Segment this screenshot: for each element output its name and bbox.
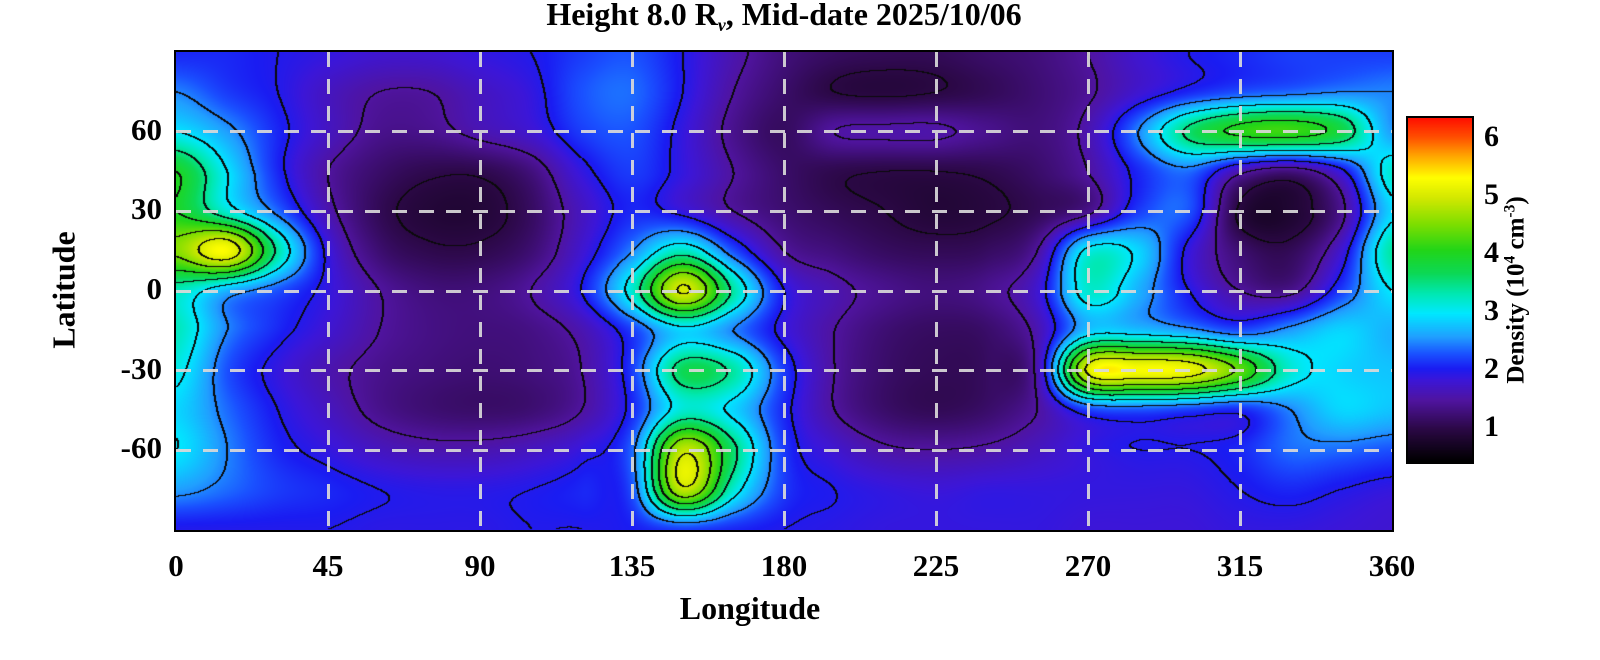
colorbar-canvas [1408, 118, 1472, 462]
x-tick-label-135: 135 [608, 548, 656, 583]
y-tick-label-60: 60 [131, 111, 162, 147]
colorbar-tick-label-1: 1 [1484, 409, 1499, 443]
x-tick-label-45: 45 [312, 548, 344, 583]
colorbar-title-mid: cm [1502, 217, 1530, 256]
x-tick-label-90: 90 [464, 548, 496, 583]
plot-title: Height 8.0 Rv, Mid-date 2025/10/06 [176, 0, 1392, 36]
colorbar-title-exp2: -3 [1501, 204, 1519, 218]
colorbar-title: Density (104 cm-3) [1501, 196, 1530, 383]
x-axis-label: Longitude [679, 590, 821, 626]
y-tick-label-0: 0 [146, 271, 163, 306]
plot-title-prefix: Height 8.0 R [546, 0, 718, 32]
y-tick-label-30: 30 [131, 191, 162, 227]
colorbar-tick-label-4: 4 [1484, 235, 1499, 269]
colorbar [1406, 116, 1474, 464]
y-tick-label--30: -30 [120, 350, 162, 386]
plot-title-subscript: v [717, 15, 726, 36]
heatmap-canvas [176, 52, 1392, 530]
heatmap-plot-area [174, 50, 1394, 532]
x-tick-label-360: 360 [1368, 548, 1416, 583]
colorbar-title-suffix: ) [1502, 196, 1530, 205]
plot-title-suffix: , Mid-date 2025/10/06 [725, 0, 1022, 32]
colorbar-title-prefix: Density (10 [1502, 263, 1530, 384]
colorbar-title-exp1: 4 [1501, 255, 1519, 264]
x-tick-label-225: 225 [912, 548, 960, 583]
x-tick-label-270: 270 [1064, 548, 1112, 583]
colorbar-tick-label-6: 6 [1484, 120, 1499, 153]
x-tick-label-180: 180 [760, 548, 808, 583]
colorbar-tick-label-2: 2 [1484, 351, 1499, 385]
colorbar-tick-label-3: 3 [1484, 293, 1499, 327]
y-tick-label--60: -60 [120, 430, 162, 466]
x-tick-label-315: 315 [1216, 548, 1264, 583]
x-tick-label-0: 0 [168, 548, 184, 583]
colorbar-tick-label-5: 5 [1484, 177, 1499, 211]
